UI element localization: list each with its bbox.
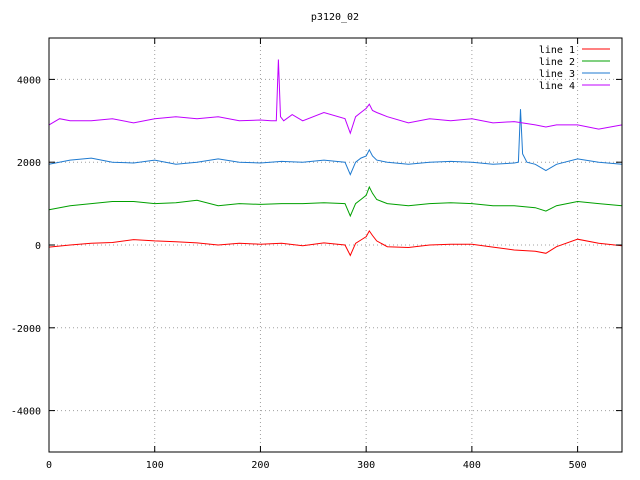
series-line-3 [48, 109, 623, 176]
series-layer [48, 59, 623, 257]
series-line-2 [48, 185, 623, 218]
x-tick-label: 400 [463, 460, 481, 471]
chart-title: p3120_02 [311, 12, 359, 23]
legend-label: line 2 [539, 57, 575, 68]
grid [49, 38, 622, 452]
x-tick-label: 200 [251, 460, 269, 471]
ticks: 0 100 200 300 400 500 -4000 -2000 0 2000 4000 [11, 38, 622, 471]
x-tick-label: 0 [46, 460, 52, 471]
legend-label: line 1 [539, 45, 575, 56]
series-line-4 [48, 59, 623, 135]
y-tick-label: 4000 [17, 75, 41, 86]
series-line-1 [48, 229, 623, 257]
legend-label: line 3 [539, 69, 575, 80]
x-tick-label: 100 [146, 460, 164, 471]
y-tick-label: -2000 [11, 324, 41, 335]
y-tick-label: 0 [35, 241, 41, 252]
y-tick-label: -4000 [11, 407, 41, 418]
x-tick-label: 300 [357, 460, 375, 471]
x-tick-label: 500 [569, 460, 587, 471]
legend-label: line 4 [539, 81, 575, 92]
plot-border [48, 37, 623, 453]
y-tick-label: 2000 [17, 158, 41, 169]
plot-frame [48, 37, 623, 453]
